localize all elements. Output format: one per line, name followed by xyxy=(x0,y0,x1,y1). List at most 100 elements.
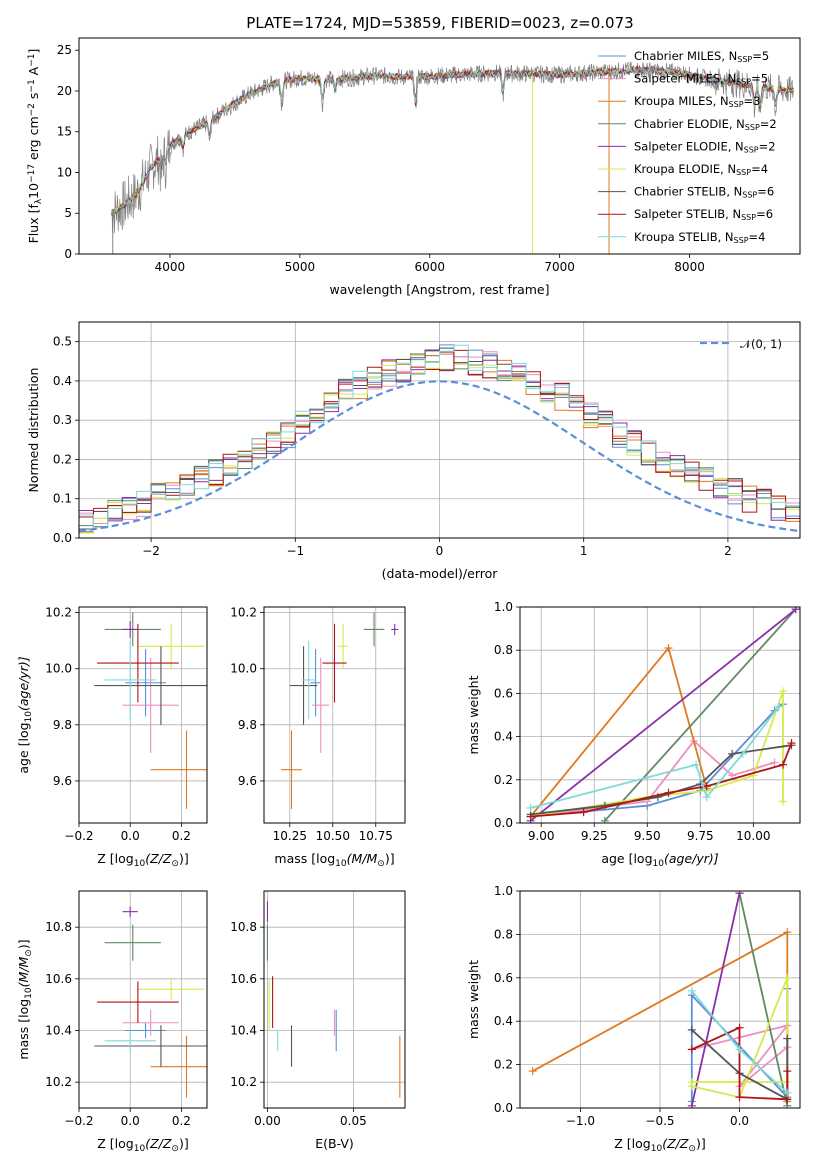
weight_vs_age-lines xyxy=(526,607,800,823)
mass_vs_Z-points xyxy=(94,906,207,1098)
age_vs_Z-ylabel: age [log10(age/yr)] xyxy=(16,656,34,773)
age_vs_mass-ytick-label: 9.8 xyxy=(238,718,257,732)
residuals-hist-salpeter_elodie xyxy=(79,350,800,522)
residuals-normal-curve xyxy=(79,380,800,533)
residuals-hist-chabrier_elodie xyxy=(79,353,800,528)
residuals-xtick-label: −2 xyxy=(142,544,160,558)
spectrum-xtick-label: 4000 xyxy=(155,260,186,274)
age_vs_Z-xlabel: Z [log10(Z/Z⊙)] xyxy=(97,851,188,869)
spectrum-ylabel: Flux [fλ10−17 erg cm−2 s−1 A−1] xyxy=(26,49,44,244)
weight_vs_Z-ytick-label: 0.8 xyxy=(494,927,513,941)
weight_vs_Z-frame xyxy=(519,890,801,1109)
mass_vs_Z-axes: −0.2 0.0 0.2 10.2 10.4 10.6 10.8 xyxy=(45,891,207,1128)
weight_vs_Z-ytick-label: 0.4 xyxy=(494,1014,513,1028)
weight_vs_age-xtick-label: 10.00 xyxy=(736,829,770,843)
age_vs_mass-xtick-label: 10.50 xyxy=(316,829,350,843)
figure-title: PLATE=1724, MJD=53859, FIBERID=0023, z=0… xyxy=(246,14,633,32)
weight_vs_age-ylabel: mass weight xyxy=(466,675,481,754)
weight_vs_Z-ylabel: mass weight xyxy=(466,960,481,1039)
spectrum-model-kroupa_stelib xyxy=(111,66,794,215)
weight_vs_age-ytick-label: 0.6 xyxy=(494,686,513,700)
residuals-ytick-label: 0.3 xyxy=(53,413,72,427)
mass_vs_Z-ylabel: mass [log10(M/M⊙)] xyxy=(16,939,34,1059)
residuals-hist-salpeter_stelib xyxy=(79,349,800,522)
residuals-xtick-label: −1 xyxy=(286,544,304,558)
mass_vs_Z-ytick-label: 10.4 xyxy=(45,1024,72,1038)
age_vs_Z-frame xyxy=(78,606,208,824)
residuals-hists xyxy=(79,344,800,537)
weight_vs_Z-ytick-label: 0.2 xyxy=(494,1058,513,1072)
spectrum-xlabel: wavelength [Angstrom, rest frame] xyxy=(329,282,549,297)
residuals-ytick-label: 0.4 xyxy=(53,374,72,388)
weight_vs_Z-line-salpeter_elodie xyxy=(690,893,741,1106)
residuals-axes: −2 −1 0 1 2 0.0 0.1 0.2 0.3 0.4 0.5 xyxy=(53,322,800,558)
age_vs_mass-ytick-label: 10.0 xyxy=(230,662,257,676)
mass_vs_Z-ytick-label: 10.8 xyxy=(45,920,72,934)
weight_vs_age-ytick-label: 0.8 xyxy=(494,643,513,657)
legend-label-salpeter_miles: Salpeter MILES, NSSP=5 xyxy=(634,72,768,87)
mass_vs_Z-xtick-label: 0.2 xyxy=(172,1114,191,1128)
weight_vs_age-xtick-label: 9.50 xyxy=(634,829,661,843)
weight_vs_Z-line-chabrier_elodie xyxy=(738,893,789,1106)
spectrum-xtick-label: 6000 xyxy=(414,260,445,274)
mass_vs_ebv-xtick-label: 0.00 xyxy=(254,1114,281,1128)
age_vs_mass-frame xyxy=(263,606,406,824)
legend-label-chabrier_miles: Chabrier MILES, NSSP=5 xyxy=(634,49,769,64)
age_vs_Z-xtick-label: 0.2 xyxy=(172,829,191,843)
residuals-xtick-label: 1 xyxy=(580,544,588,558)
residuals-ytick-label: 0.2 xyxy=(53,452,72,466)
weight_vs_age-xtick-label: 9.25 xyxy=(581,829,608,843)
residuals-xlabel: (data-model)/error xyxy=(382,566,499,581)
mass_vs_ebv-ytick-label: 10.8 xyxy=(230,920,257,934)
mass_vs_Z-frame xyxy=(78,890,208,1109)
age_vs_Z-ytick-label: 10.0 xyxy=(45,662,72,676)
weight_vs_Z-axes: −1.0 −0.5 0.0 0.0 0.2 0.4 0.6 0.8 1.0 xyxy=(494,884,800,1128)
age_vs_Z-points xyxy=(94,612,207,809)
age_vs_Z-xtick-label: 0.0 xyxy=(121,829,140,843)
weight_vs_age-ytick-label: 1.0 xyxy=(494,600,513,614)
weight_vs_age-xtick-label: 9.00 xyxy=(528,829,555,843)
age_vs_mass-ytick-label: 9.6 xyxy=(238,774,257,788)
legend-label-salpeter_elodie: Salpeter ELODIE, NSSP=2 xyxy=(634,139,776,154)
residuals-hist-kroupa_elodie xyxy=(79,347,800,534)
legend-label-salpeter_stelib: Salpeter STELIB, NSSP=6 xyxy=(634,207,773,222)
mass_vs_ebv-ytick-label: 10.2 xyxy=(230,1075,257,1089)
plot-layer: 4000 5000 6000 7000 80000510152025wavelength… xyxy=(16,37,801,1154)
residuals-xtick-label: 2 xyxy=(724,544,732,558)
weight_vs_Z-xtick-label: −1.0 xyxy=(566,1114,595,1128)
spectrum-ytick-label: 15 xyxy=(57,125,72,139)
spectrum-xtick-label: 8000 xyxy=(674,260,705,274)
residuals-xtick-label: 0 xyxy=(436,544,444,558)
age_vs_mass-xtick-label: 10.25 xyxy=(273,829,307,843)
mass_vs_Z-ytick-label: 10.2 xyxy=(45,1075,72,1089)
weight_vs_Z-ytick-label: 1.0 xyxy=(494,884,513,898)
spectrum-ytick-label: 20 xyxy=(57,84,72,98)
weight_vs_Z-ytick-label: 0.6 xyxy=(494,971,513,985)
weight_vs_age-ytick-label: 0.0 xyxy=(494,816,513,830)
residuals-hist-kroupa_miles xyxy=(79,353,800,534)
spectrum-xtick-label: 5000 xyxy=(285,260,316,274)
spectrum-lines xyxy=(111,61,794,254)
mass_vs_ebv-axes: 0.00 0.05 10.2 10.4 10.6 10.8 xyxy=(230,891,405,1128)
weight_vs_age-xlabel: age [log10(age/yr)] xyxy=(601,851,718,869)
spectrum-axes: 4000 5000 6000 7000 8000 0 5 10 15 20 25 xyxy=(57,43,705,274)
weight_vs_age-xtick-label: 9.75 xyxy=(687,829,714,843)
mass_vs_ebv-ytick-label: 10.6 xyxy=(230,972,257,986)
weight_vs_age-ytick-label: 0.4 xyxy=(494,730,513,744)
mass_vs_Z-xtick-label: −0.2 xyxy=(64,1114,93,1128)
mass_vs_ebv-ytick-label: 10.4 xyxy=(230,1024,257,1038)
spectrum-legend: Chabrier MILES, NSSP=5 Salpeter MILES, NS… xyxy=(598,49,777,245)
mass_vs_Z-xlabel: Z [log10(Z/Z⊙)] xyxy=(97,1136,188,1154)
residuals-ytick-label: 0.1 xyxy=(53,492,72,506)
age_vs_Z-ytick-label: 10.2 xyxy=(45,606,72,620)
mass_vs_ebv-xlabel: E(B-V) xyxy=(315,1136,354,1151)
age_vs_mass-axes: 10.25 10.50 10.75 9.6 9.8 10.0 10.2 xyxy=(230,606,405,843)
residuals-frame xyxy=(78,321,801,539)
spectrum-ytick-label: 0 xyxy=(64,247,72,261)
legend-label-kroupa_miles: Kroupa MILES, NSSP=3 xyxy=(634,94,760,109)
mass_vs_Z-xtick-label: 0.0 xyxy=(121,1114,140,1128)
mass_vs_ebv-points xyxy=(266,901,401,1098)
legend-label-kroupa_stelib: Kroupa STELIB, NSSP=4 xyxy=(634,230,765,245)
mass_vs_ebv-xtick-label: 0.05 xyxy=(340,1114,367,1128)
